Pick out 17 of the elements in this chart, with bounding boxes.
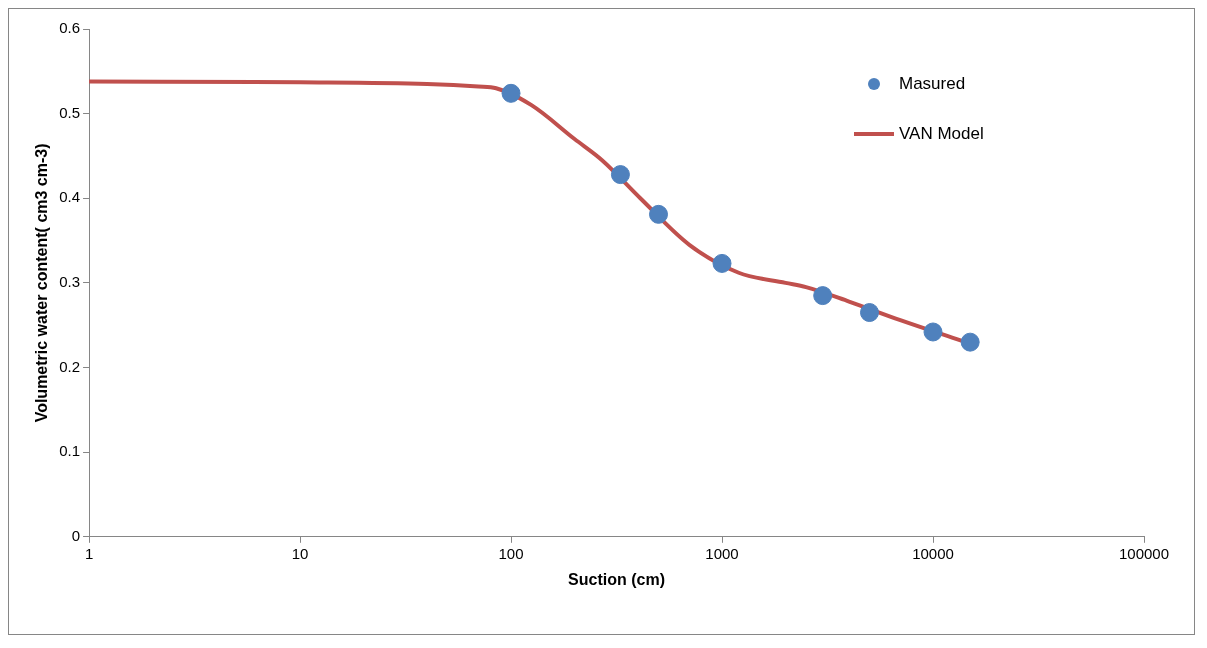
y-axis-title: Volumetric water content( cm3 cm-3) xyxy=(33,143,51,423)
y-tick-label: 0 xyxy=(71,526,81,544)
y-tick-label: 0.1 xyxy=(59,442,81,460)
legend-label: VAN Model xyxy=(899,123,984,143)
y-tick-label: 0.3 xyxy=(59,273,81,291)
x-tick-label: 10 xyxy=(291,544,309,562)
legend-label: Masured xyxy=(899,73,966,93)
x-tick-label: 1 xyxy=(84,544,94,562)
x-tick-label: 100 xyxy=(498,544,524,562)
x-tick-label: 10000 xyxy=(912,544,954,562)
y-tick-label: 0.6 xyxy=(59,19,81,37)
x-tick-label: 1000 xyxy=(705,544,739,562)
y-tick-label: 0.4 xyxy=(59,188,81,206)
y-tick-label: 0.5 xyxy=(59,103,81,121)
x-axis-title: Suction (cm) xyxy=(568,570,665,588)
x-tick-label: 100000 xyxy=(1118,544,1170,562)
y-tick-label: 0.2 xyxy=(59,357,81,375)
